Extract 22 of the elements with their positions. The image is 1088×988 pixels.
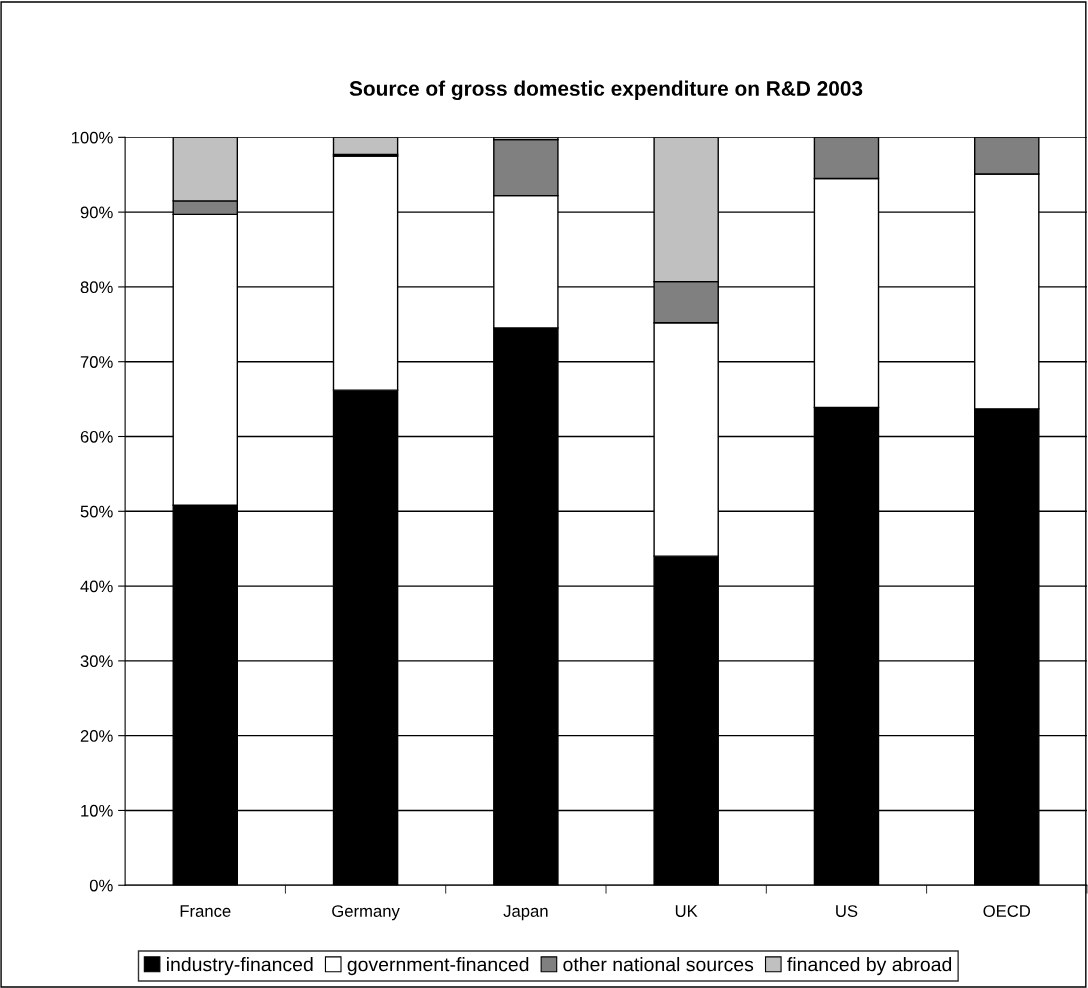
y-tick-label: 90% [80,206,113,219]
y-tick-label: 50% [80,505,113,518]
x-tick-label: US [836,905,858,917]
y-tick-label: 60% [80,430,113,443]
x-tick-label: France [180,905,231,917]
y-tick-label: 40% [80,580,113,593]
y-tick-label: 100% [71,131,113,144]
y-tick-label: 20% [80,730,113,742]
legend-label: financed by abroad [787,957,952,976]
x-tick-label: UK [675,905,698,917]
y-tick-label: 10% [81,804,113,817]
y-tick-label: 30% [80,655,113,668]
legend-label: other national sources [563,957,754,972]
chart-title: Source of gross domestic expenditure on R&D 2003 [349,80,863,101]
x-tick-label: OECD [983,905,1031,917]
legend-label: government-financed [347,957,529,976]
x-tick-label: Germany [332,905,400,921]
y-tick-label: 70% [80,356,113,368]
legend-label: industry-financed [167,957,313,976]
y-tick-label: 0% [89,879,113,892]
y-tick-label: 80% [80,281,113,294]
x-tick-label: Japan [503,905,548,921]
